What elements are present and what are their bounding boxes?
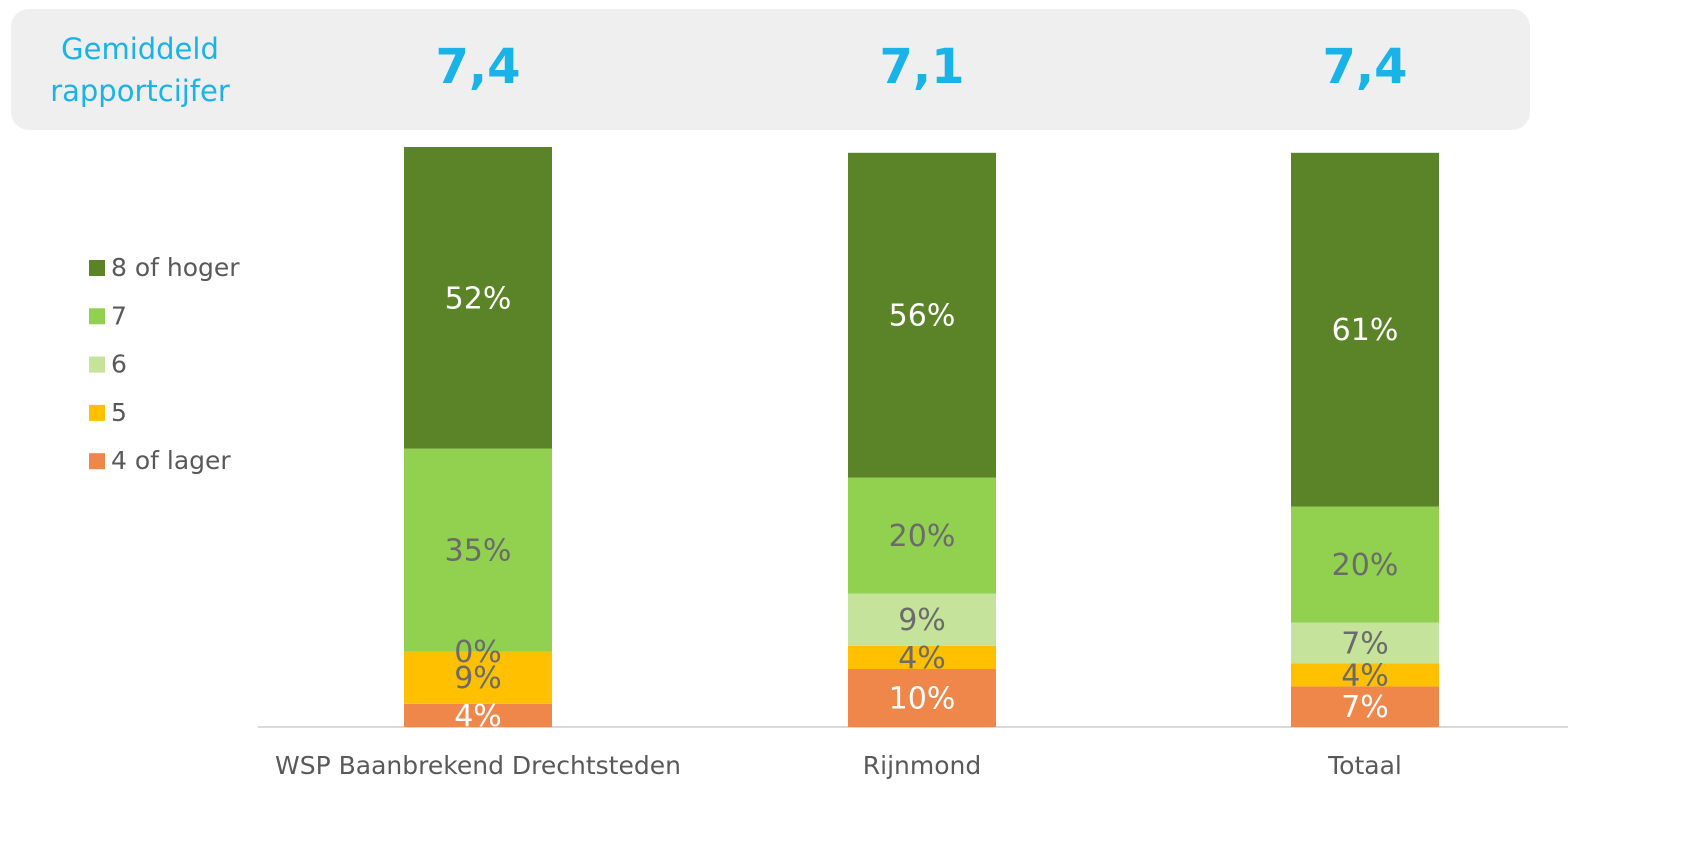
legend-swatch xyxy=(89,308,105,325)
x-tick-label: Rijnmond xyxy=(863,751,981,780)
header-band xyxy=(11,9,1530,130)
bar-segment xyxy=(848,477,996,594)
legend-swatch xyxy=(89,260,105,276)
data-label: 35% xyxy=(445,534,512,569)
legend-swatch xyxy=(89,453,105,470)
x-tick-label: WSP Baanbrekend Drechtsteden xyxy=(275,751,681,780)
bar-segment xyxy=(404,448,552,652)
bar-segment xyxy=(848,152,996,478)
bar-segment xyxy=(404,651,552,704)
bar-segment xyxy=(848,593,996,646)
legend-label: 4 of lager xyxy=(111,446,231,475)
bar-segment xyxy=(1291,152,1439,507)
header-score: 7,1 xyxy=(879,39,964,95)
bar-segment xyxy=(404,147,552,449)
data-label: 56% xyxy=(889,299,956,334)
data-label: 20% xyxy=(1332,548,1399,583)
legend-label: 6 xyxy=(111,350,127,379)
bar-segment xyxy=(848,669,996,727)
data-label: 10% xyxy=(889,682,956,717)
data-label: 61% xyxy=(1332,313,1399,348)
bar-segment xyxy=(1291,686,1439,727)
legend-label: 8 of hoger xyxy=(111,253,240,282)
bar-segment xyxy=(1291,663,1439,687)
data-label: 4% xyxy=(1341,658,1389,693)
header-score: 7,4 xyxy=(435,39,520,95)
header-score: 7,4 xyxy=(1322,39,1407,95)
data-label: 9% xyxy=(454,661,502,696)
data-label: 0% xyxy=(454,635,502,670)
legend-label: 5 xyxy=(111,398,127,427)
data-label: 7% xyxy=(1341,690,1389,725)
legend-swatch xyxy=(89,404,105,421)
legend-swatch xyxy=(89,356,105,373)
bar-segment xyxy=(404,703,552,727)
bar-segment xyxy=(1291,622,1439,664)
data-label: 4% xyxy=(454,699,502,734)
data-label: 52% xyxy=(445,281,512,316)
data-label: 4% xyxy=(898,641,946,676)
data-label: 9% xyxy=(898,603,946,638)
legend-label: 7 xyxy=(111,301,127,330)
bar-segment xyxy=(848,645,996,669)
data-label: 20% xyxy=(889,519,956,554)
data-label: 7% xyxy=(1341,626,1389,661)
header-label: Gemiddeld rapportcijfer xyxy=(50,32,230,108)
bar-segment xyxy=(1291,506,1439,623)
x-tick-label: Totaal xyxy=(1327,751,1402,780)
